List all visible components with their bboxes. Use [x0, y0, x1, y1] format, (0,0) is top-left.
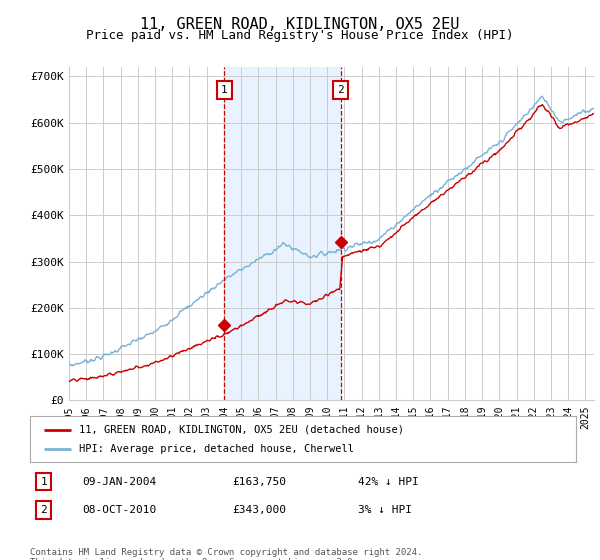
Text: 1: 1 [40, 477, 47, 487]
Text: Price paid vs. HM Land Registry's House Price Index (HPI): Price paid vs. HM Land Registry's House … [86, 29, 514, 42]
Text: 11, GREEN ROAD, KIDLINGTON, OX5 2EU: 11, GREEN ROAD, KIDLINGTON, OX5 2EU [140, 17, 460, 32]
Bar [224, 67, 341, 400]
Text: HPI: Average price, detached house, Cherwell: HPI: Average price, detached house, Cher… [79, 444, 354, 454]
Text: 11, GREEN ROAD, KIDLINGTON, OX5 2EU (detached house): 11, GREEN ROAD, KIDLINGTON, OX5 2EU (det… [79, 425, 404, 435]
Text: 3% ↓ HPI: 3% ↓ HPI [358, 505, 412, 515]
Text: 2: 2 [40, 505, 47, 515]
Text: Contains HM Land Registry data © Crown copyright and database right 2024.
This d: Contains HM Land Registry data © Crown c… [30, 548, 422, 560]
Text: 08-OCT-2010: 08-OCT-2010 [82, 505, 156, 515]
Text: 2: 2 [337, 85, 344, 95]
Text: £163,750: £163,750 [232, 477, 286, 487]
Text: 09-JAN-2004: 09-JAN-2004 [82, 477, 156, 487]
Text: 42% ↓ HPI: 42% ↓ HPI [358, 477, 418, 487]
Text: 1: 1 [221, 85, 228, 95]
Text: £343,000: £343,000 [232, 505, 286, 515]
